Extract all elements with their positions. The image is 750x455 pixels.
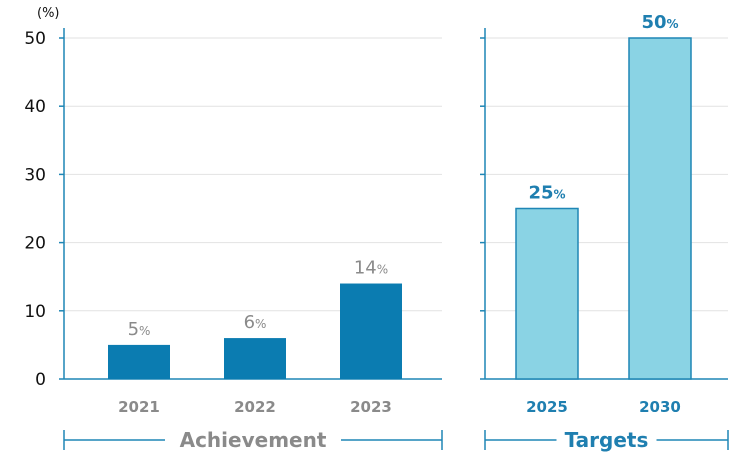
value-label-2021: 5% xyxy=(128,319,151,340)
y-tick-label: 30 xyxy=(24,165,46,185)
category-label-2025: 2025 xyxy=(526,398,568,416)
bar-2021 xyxy=(108,344,170,379)
bar-2022 xyxy=(224,338,286,379)
group-label-achievement: Achievement xyxy=(180,428,327,452)
category-label-2030: 2030 xyxy=(639,398,681,416)
y-tick-label: 40 xyxy=(24,97,46,117)
value-label-2022: 6% xyxy=(244,312,267,333)
y-tick-label: 10 xyxy=(24,302,46,322)
bars: 5% 2021 6% 2022 14% 2023 25% 2025 50% 2030 xyxy=(108,12,692,416)
value-label-2025: 25% xyxy=(528,183,565,204)
category-label-2023: 2023 xyxy=(350,398,392,416)
value-label-2030: 50% xyxy=(641,12,678,33)
value-label-2023: 14% xyxy=(354,258,388,279)
group-brackets: Achievement Targets xyxy=(63,428,729,452)
bar-2030 xyxy=(628,37,692,380)
y-tick-label: 50 xyxy=(24,29,46,49)
y-unit-label: (%) xyxy=(37,6,60,21)
y-tick-label: 0 xyxy=(35,370,46,390)
bar-2025 xyxy=(515,207,579,380)
group-label-targets: Targets xyxy=(565,428,649,452)
category-label-2022: 2022 xyxy=(234,398,276,416)
y-tick-label: 20 xyxy=(24,234,46,254)
bar-2023 xyxy=(340,283,402,379)
category-label-2021: 2021 xyxy=(118,398,160,416)
y-tick-labels: 0 10 20 30 40 50 xyxy=(24,29,46,390)
